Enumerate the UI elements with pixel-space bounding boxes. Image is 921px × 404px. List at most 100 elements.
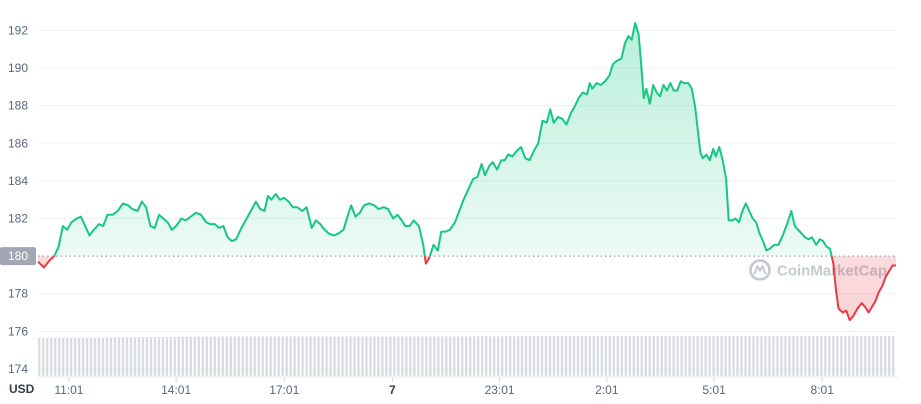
volume-bar	[165, 336, 169, 376]
volume-bar	[205, 336, 209, 376]
volume-bar	[293, 336, 296, 376]
volume-bar	[265, 336, 268, 376]
y-tick-label: 178	[8, 287, 28, 301]
volume-bar	[465, 336, 468, 376]
volume-bar	[640, 336, 643, 376]
volume-bar	[233, 336, 236, 376]
volume-bar	[141, 337, 145, 376]
volume-bar	[708, 336, 711, 376]
volume-bar	[41, 337, 45, 376]
x-tick-label: 5:01	[702, 383, 726, 397]
volume-bar	[337, 336, 340, 376]
price-area	[38, 22, 896, 321]
volume-bar	[73, 337, 77, 376]
price-series-line	[37, 21, 896, 322]
volume-bar	[824, 336, 827, 376]
volume-bar	[177, 336, 181, 376]
volume-bar	[684, 336, 687, 376]
volume-bar	[417, 336, 420, 376]
volume-bar	[700, 336, 703, 376]
volume-bar	[604, 336, 608, 376]
volume-bar	[748, 336, 751, 376]
volume-bar	[476, 336, 480, 376]
volume-bar	[277, 336, 280, 376]
volume-bar	[804, 336, 807, 376]
volume-bar	[672, 336, 675, 376]
volume-bar	[740, 336, 743, 376]
volume-bar	[676, 336, 679, 376]
y-tick-label: 182	[8, 212, 28, 226]
volume-bar	[297, 336, 300, 376]
volume-bar	[888, 336, 891, 376]
volume-bar	[49, 337, 53, 376]
volume-bar	[884, 336, 887, 376]
volume-bar	[512, 336, 516, 376]
volume-bar	[744, 336, 747, 376]
volume-bar	[752, 336, 755, 376]
volume-bar	[472, 336, 476, 376]
volume-bar	[500, 336, 504, 376]
volume-bar	[848, 336, 851, 376]
volume-bar	[648, 336, 651, 376]
volume-bar	[520, 336, 524, 376]
volume-bar	[349, 336, 352, 376]
volume-bar	[197, 336, 201, 376]
volume-bar	[636, 336, 640, 376]
volume-bar	[441, 336, 444, 376]
volume-bar	[656, 336, 659, 376]
x-axis: 11:01 14:01 17:01 7 23:01 2:01 5:01 8:01	[54, 377, 834, 397]
reference-price-badge: 180	[0, 247, 36, 266]
volume-bar	[409, 336, 412, 376]
volume-bar	[556, 336, 560, 376]
volume-bar	[97, 337, 101, 376]
volume-bar	[225, 336, 228, 376]
volume-bar	[588, 336, 592, 376]
volume-bar	[421, 336, 424, 376]
volume-bar	[173, 336, 177, 376]
volume-bar	[269, 336, 272, 376]
x-tick-label: 14:01	[161, 383, 191, 397]
volume-bar	[496, 336, 500, 376]
volume-bar	[860, 336, 863, 376]
volume-bar	[628, 336, 632, 376]
volume-bar	[560, 336, 564, 376]
series-line-above	[52, 21, 833, 257]
volume-bar	[217, 336, 220, 376]
volume-bar	[660, 336, 663, 376]
volume-bar	[840, 336, 843, 376]
volume-bar	[85, 337, 89, 376]
x-tick-label: 23:01	[485, 383, 515, 397]
volume-bar	[393, 336, 396, 376]
volume-bar	[548, 336, 552, 376]
volume-bar	[544, 336, 548, 376]
volume-bar	[201, 336, 205, 376]
volume-bar	[193, 336, 197, 376]
volume-bar	[161, 336, 165, 376]
x-tick-label: 7	[389, 383, 396, 397]
volume-bar	[876, 336, 879, 376]
volume-bar	[624, 336, 628, 376]
volume-bar	[532, 336, 536, 376]
volume-bar	[572, 336, 576, 376]
volume-bar	[540, 336, 544, 376]
volume-bar	[484, 336, 488, 376]
volume-bar	[704, 336, 707, 376]
volume-bar	[712, 336, 715, 376]
volume-bar	[185, 336, 189, 376]
volume-bar	[333, 336, 336, 376]
volume-bar	[385, 336, 388, 376]
volume-bars	[38, 336, 895, 376]
volume-bar	[716, 336, 719, 376]
reference-price-label: 180	[8, 249, 28, 263]
volume-bar	[121, 337, 125, 376]
volume-bar	[425, 336, 428, 376]
volume-bar	[668, 336, 671, 376]
y-tick-label: 188	[8, 99, 28, 113]
volume-bar	[780, 336, 783, 376]
volume-bar	[864, 336, 867, 376]
volume-bar	[504, 336, 508, 376]
volume-bar	[101, 337, 105, 376]
volume-bar	[608, 336, 612, 376]
volume-bar	[69, 337, 73, 376]
